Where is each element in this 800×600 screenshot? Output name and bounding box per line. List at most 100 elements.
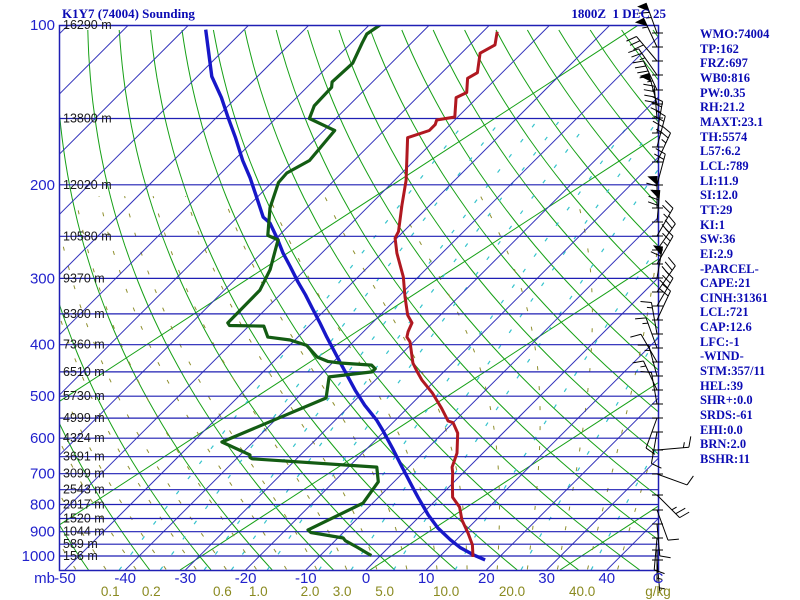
temp-axis-label: -50: [54, 570, 76, 587]
height-label: 3099 m: [63, 467, 105, 481]
wind-barb: [653, 537, 665, 575]
mixing-ratio-label: 0.6: [213, 584, 232, 599]
index-line: BSHR:11: [700, 452, 751, 467]
pressure-axis-label: 700: [30, 466, 55, 483]
height-label: 9370 m: [63, 271, 105, 285]
pressure-axis-label: 1000: [22, 548, 55, 565]
index-line: FRZ:697: [700, 56, 748, 71]
height-label: 2017 m: [63, 498, 105, 512]
height-label: 12020 m: [63, 178, 112, 192]
wind-barb: [656, 436, 692, 451]
wind-barb: [632, 360, 658, 391]
index-line: SHR+:0.0: [700, 393, 753, 408]
chart-title: K1Y7 (74004) Sounding: [62, 6, 195, 21]
pressure-axis-label: 500: [30, 388, 55, 405]
wind-barb: [656, 494, 690, 519]
pressure-axis-label: 300: [30, 270, 55, 287]
height-label: 8300 m: [63, 307, 105, 321]
index-line: TH:5574: [700, 129, 748, 144]
wind-barb: [654, 148, 666, 186]
mixing-unit-label: g/kg: [645, 584, 671, 599]
mixing-ratio-label: 20.0: [499, 584, 525, 599]
wind-barb: [637, 344, 658, 377]
height-label: 2543 m: [63, 483, 105, 497]
wind-barb: [656, 509, 679, 541]
mixing-ratio-label: 3.0: [333, 584, 352, 599]
wind-barb: [656, 550, 663, 582]
index-line: LCL:789: [700, 158, 749, 173]
pressure-unit-label: mb: [34, 570, 55, 587]
height-label: 3691 m: [63, 450, 105, 464]
height-label: 16290 m: [63, 18, 112, 32]
wind-barb: [634, 17, 658, 48]
index-line: LI:11.9: [700, 173, 739, 188]
wind-barb: [640, 371, 658, 405]
pressure-axis-label: 600: [30, 430, 55, 447]
temp-axis-label: 30: [538, 570, 555, 587]
isotherm-lines: [59, 25, 658, 570]
temperature-curve: [393, 31, 499, 557]
mixing-ratio-label: 10.0: [433, 584, 459, 599]
index-line: WB0:816: [700, 70, 750, 85]
wind-barb: [626, 36, 658, 62]
mixing-ratio-label: 0.1: [101, 584, 120, 599]
wind-barb: [656, 523, 671, 559]
index-line: EHI:0.0: [700, 422, 743, 437]
index-line: CAP:12.6: [700, 320, 752, 335]
wind-barb: [656, 473, 694, 486]
temp-axis-label: 40: [598, 570, 615, 587]
height-label: 589 m: [63, 537, 98, 551]
index-line: HEL:39: [700, 378, 744, 393]
plot-border: [58, 24, 660, 572]
index-line: EI:2.9: [700, 246, 733, 261]
wind-barb: [630, 333, 658, 363]
wind-barb: [650, 96, 664, 134]
pressure-axis-label: 100: [30, 17, 55, 34]
wind-barb: [650, 431, 662, 469]
index-line: SRDS:-61: [700, 408, 753, 423]
wind-barb: [656, 559, 665, 592]
mixing-ratio-label: 2.0: [301, 584, 320, 599]
index-line: LFC:-1: [700, 334, 740, 349]
mixing-ratio-lines: [118, 121, 658, 570]
index-line: MAXT:23.1: [700, 114, 764, 129]
pressure-axis-label: 400: [30, 337, 55, 354]
temp-axis-label: 20: [478, 570, 495, 587]
plot-grid: [59, 25, 658, 570]
height-label: 1520 m: [63, 512, 105, 526]
index-line: -PARCEL-: [700, 261, 759, 276]
index-line: CAPE:21: [700, 276, 751, 291]
height-label: 13800 m: [63, 112, 112, 126]
temp-unit-label: C: [653, 570, 664, 587]
wind-barb: [656, 228, 674, 265]
wind-barb: [637, 2, 658, 34]
mixing-ratio-label: 0.2: [142, 584, 161, 599]
height-label: 6510 m: [63, 365, 105, 379]
height-label: 5730 m: [63, 389, 105, 403]
index-line: -WIND-: [700, 349, 744, 364]
temp-axis-label: 10: [418, 570, 435, 587]
height-label: 1044 m: [63, 525, 105, 539]
wind-barb: [647, 189, 661, 223]
index-line: L57:6.2: [700, 144, 741, 159]
height-label: 4324 m: [63, 431, 105, 445]
wind-barb: [640, 301, 658, 335]
moist-adiabat-lines: [59, 195, 658, 570]
wind-barb: [656, 200, 674, 237]
mixing-ratio-label: 1.0: [249, 584, 268, 599]
index-line: LCL:721: [700, 305, 749, 320]
mixing-ratio-label: 5.0: [375, 584, 394, 599]
temp-axis-label: 0: [362, 570, 370, 587]
wind-barbs: [626, 2, 694, 592]
temp-axis-label: -30: [175, 570, 197, 587]
index-line: CINH:31361: [700, 290, 769, 305]
index-line: KI:1: [700, 217, 725, 232]
height-label: 7360 m: [63, 338, 105, 352]
wind-barb: [656, 283, 671, 321]
aux-green-lines: [59, 25, 658, 570]
index-line: SI:12.0: [700, 188, 738, 203]
index-line: SW:36: [700, 232, 736, 247]
wind-barb: [656, 270, 674, 307]
